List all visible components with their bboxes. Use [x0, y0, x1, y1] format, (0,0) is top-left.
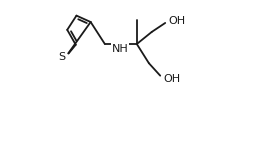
Text: OH: OH: [169, 16, 186, 26]
Text: OH: OH: [163, 74, 180, 84]
Text: NH: NH: [111, 44, 128, 54]
Text: S: S: [59, 52, 66, 62]
